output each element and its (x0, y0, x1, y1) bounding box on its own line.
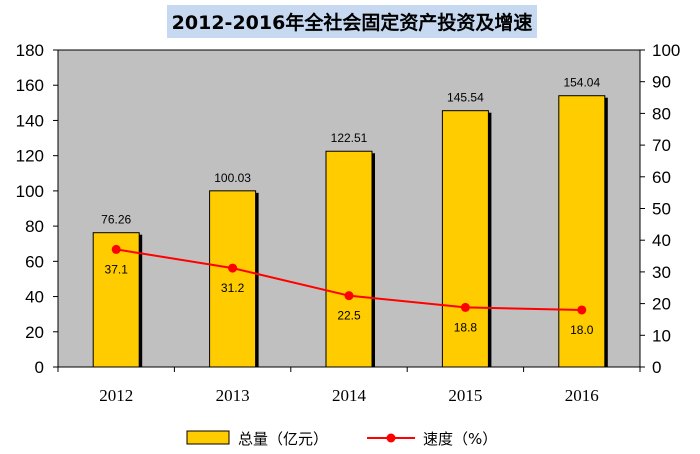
speed-point-label: 18.8 (454, 320, 478, 334)
x-tick-label: 2013 (216, 386, 250, 405)
bar-value-label: 145.54 (447, 91, 484, 105)
bar-value-label: 154.04 (563, 76, 600, 90)
y-right-tick-label: 100 (652, 41, 680, 60)
bar (92, 232, 140, 368)
y-left-tick-label: 160 (16, 76, 44, 95)
y-left-tick-label: 40 (25, 288, 44, 307)
y-left-tick-label: 120 (16, 147, 44, 166)
y-right-tick-label: 40 (652, 231, 671, 250)
speed-point (460, 302, 470, 312)
bar (209, 190, 257, 368)
y-right-tick-label: 50 (652, 200, 671, 219)
x-tick-label: 2014 (332, 386, 367, 405)
y-right-tick-label: 80 (652, 104, 671, 123)
speed-point-label: 22.5 (337, 309, 361, 323)
bar (558, 95, 606, 368)
speed-point (228, 263, 238, 273)
y-right-tick-label: 0 (652, 358, 661, 377)
legend-line-label: 速度（%） (423, 430, 497, 448)
y-right-tick-label: 10 (652, 326, 671, 345)
speed-point-label: 18.0 (570, 323, 594, 337)
legend-bar-label: 总量（亿元） (238, 430, 328, 448)
speed-point (111, 244, 121, 254)
y-left-tick-label: 0 (35, 358, 44, 377)
bar-value-label: 100.03 (214, 171, 251, 185)
speed-point (344, 291, 354, 301)
bar-value-label: 122.51 (331, 131, 368, 145)
x-tick-label: 2012 (99, 386, 133, 405)
y-left-tick-label: 60 (25, 252, 44, 271)
bar (325, 150, 373, 368)
y-right-tick-label: 70 (652, 136, 671, 155)
y-left-tick-label: 140 (16, 111, 44, 130)
y-left-tick-label: 100 (16, 182, 44, 201)
y-left-tick-label: 80 (25, 217, 44, 236)
x-tick-label: 2016 (565, 386, 599, 405)
speed-point (577, 305, 587, 315)
legend-bar-swatch (186, 430, 230, 445)
y-right-tick-label: 60 (652, 168, 671, 187)
x-tick-label: 2015 (448, 386, 482, 405)
bar (441, 110, 489, 368)
chart-title: 2012-2016年全社会固定资产投资及增速 (167, 5, 537, 38)
legend: 总量（亿元） 速度（%） (186, 430, 497, 448)
y-right-tick-label: 30 (652, 263, 671, 282)
y-right-tick-label: 90 (652, 73, 671, 92)
speed-point-label: 31.2 (221, 281, 245, 295)
y-left-tick-label: 180 (16, 41, 44, 60)
bar-value-label: 76.26 (101, 213, 131, 227)
y-right-tick-label: 20 (652, 295, 671, 314)
legend-line-marker (386, 433, 396, 443)
y-left-tick-label: 20 (25, 323, 44, 342)
speed-point-label: 37.1 (105, 262, 129, 276)
